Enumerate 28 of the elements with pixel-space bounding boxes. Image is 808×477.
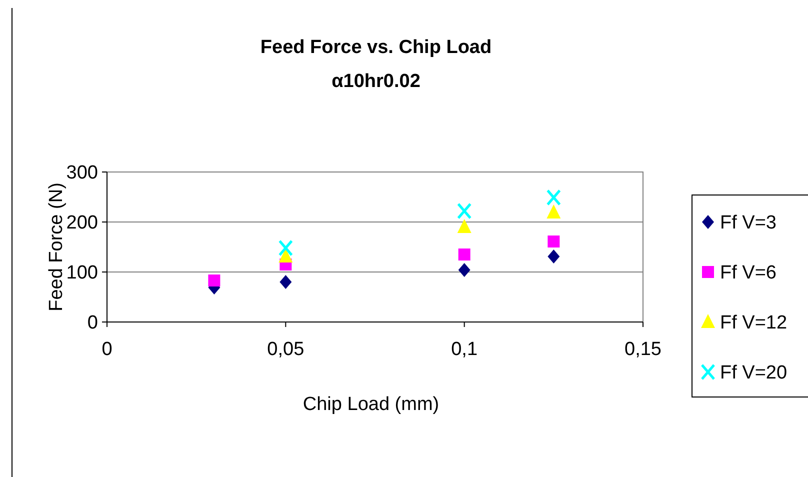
legend-label: Ff V=3 [720, 212, 776, 234]
x-tick-label: 0,15 [624, 339, 662, 360]
point [546, 204, 561, 218]
y-tick-label: 300 [66, 162, 98, 184]
chart-subtitle: α10hr0.02 [332, 71, 420, 92]
point [458, 248, 470, 260]
point [457, 202, 472, 220]
point [280, 275, 292, 289]
point [458, 263, 470, 277]
point [548, 236, 560, 248]
point [278, 248, 293, 262]
chart-title: Feed Force vs. Chip Load [260, 37, 492, 58]
legend-label: Ff V=12 [720, 312, 788, 334]
legend-label: Ff V=20 [720, 362, 788, 384]
x-tick-label: 0,05 [267, 339, 304, 360]
point [548, 250, 560, 264]
point [278, 240, 293, 256]
y-tick-label: 100 [66, 262, 98, 284]
point [546, 189, 561, 206]
x-tick-label: 0 [102, 339, 112, 360]
x-tick-label: 0,1 [451, 339, 478, 360]
y-tick-label: 200 [66, 212, 98, 234]
point [208, 274, 220, 286]
x-axis-title: Chip Load (mm) [302, 394, 440, 415]
point [457, 219, 472, 233]
y-axis-title: Feed Force (N) [46, 182, 67, 312]
y-tick-label: 0 [87, 312, 98, 334]
legend-label: Ff V=6 [720, 262, 776, 284]
